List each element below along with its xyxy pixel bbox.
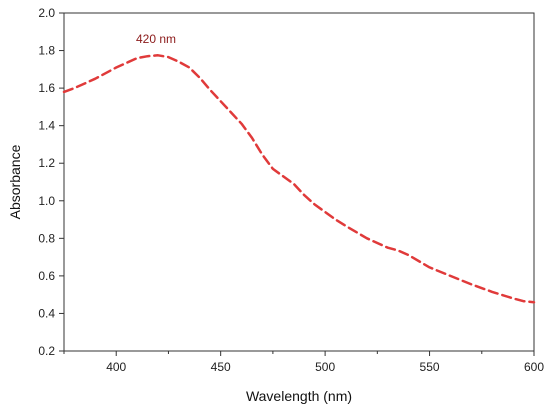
x-tick-label: 450 [211, 360, 231, 374]
plot-frame [63, 12, 535, 352]
y-tick-label: 1.8 [38, 44, 55, 58]
axis-ticks [59, 12, 535, 356]
x-tick-label: 500 [315, 360, 335, 374]
y-tick-label: 0.8 [38, 231, 55, 245]
y-tick-label: 1.4 [38, 119, 55, 133]
y-tick-label: 1.0 [38, 194, 55, 208]
peak-annotation: 420 nm [136, 32, 176, 46]
x-tick-label: 400 [106, 360, 126, 374]
x-tick-label: 550 [420, 360, 440, 374]
y-tick-label: 0.2 [38, 344, 55, 358]
x-axis-title: Wavelength (nm) [246, 388, 352, 404]
x-tick-label: 600 [524, 360, 544, 374]
y-tick-label: 1.6 [38, 81, 55, 95]
y-tick-label: 1.2 [38, 156, 55, 170]
y-tick-label: 0.6 [38, 269, 55, 283]
y-tick-label: 0.4 [38, 306, 55, 320]
y-tick-label: 2.0 [38, 6, 55, 20]
axis-tick-labels: 400 450 500 550 600 0.2 0.4 0.6 0.8 1.0 1.2 1.4 1.6 1… [38, 6, 544, 374]
y-axis-title: Absorbance [7, 144, 23, 219]
series-line [62, 54, 536, 304]
